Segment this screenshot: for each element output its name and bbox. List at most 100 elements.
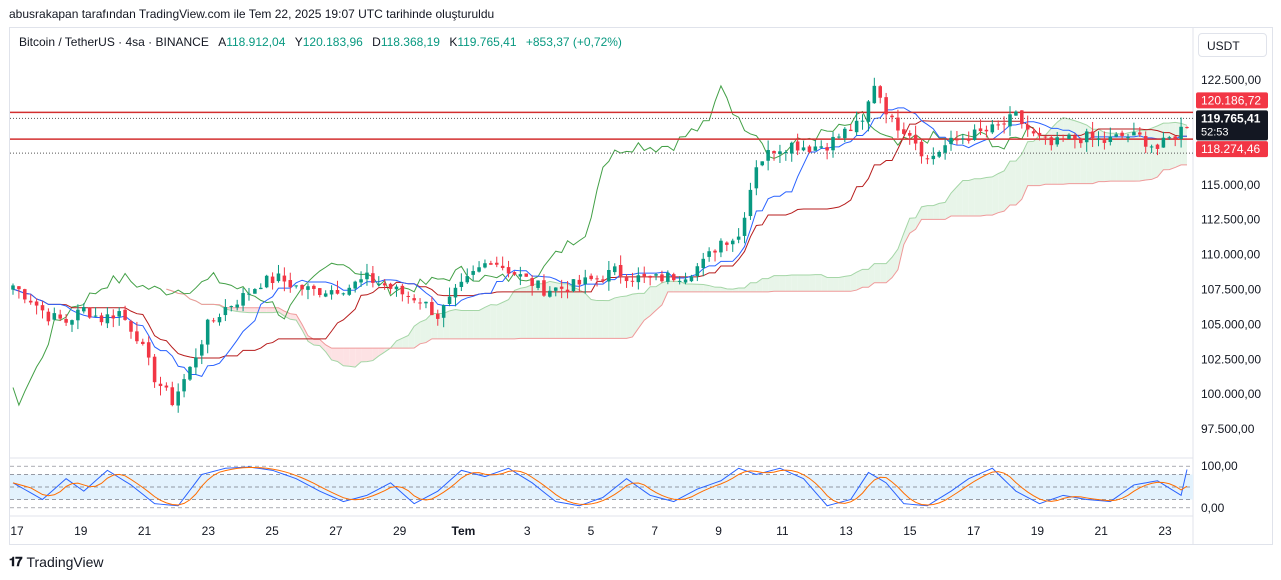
ichimoku-cloud-segment	[661, 281, 668, 305]
ichimoku-cloud-segment	[679, 281, 686, 292]
ichimoku-cloud-segment	[431, 313, 438, 339]
ichimoku-cloud-segment	[1039, 135, 1046, 186]
ichimoku-cloud-segment	[821, 274, 828, 292]
candle-body	[241, 293, 245, 306]
ichimoku-cloud-segment	[1004, 161, 1011, 212]
ichimoku-cloud-segment	[1104, 132, 1111, 182]
candle-body	[1126, 137, 1130, 139]
candle-body	[489, 263, 493, 265]
ichimoku-cloud-segment	[555, 282, 562, 339]
candle-body	[205, 319, 210, 345]
candle-body	[46, 311, 51, 322]
candle-body	[713, 250, 717, 253]
candle-body	[1120, 132, 1124, 136]
candle-body	[28, 300, 33, 303]
candle-body	[571, 279, 576, 292]
ichimoku-cloud-segment	[956, 180, 963, 217]
ichimoku-cloud-segment	[880, 263, 887, 283]
ichimoku-cloud-segment	[874, 263, 881, 283]
candle-body	[318, 288, 322, 295]
ichimoku-cloud-segment	[791, 274, 798, 292]
candle-body	[1025, 124, 1030, 130]
tradingview-logo[interactable]: 𝟏𝟕 TradingView	[9, 554, 104, 570]
candle-body	[565, 289, 570, 292]
time-tick-label: 27	[329, 524, 343, 538]
time-tick-label: Tem	[452, 524, 476, 538]
ichimoku-cloud-segment	[744, 282, 751, 292]
chikou-span	[12, 84, 1034, 407]
ichimoku-cloud-segment	[1110, 133, 1117, 182]
ichimoku-cloud-segment	[650, 286, 657, 316]
candle-body	[1073, 135, 1077, 140]
candle-body	[211, 320, 216, 322]
candle-body	[1161, 137, 1166, 148]
ichimoku-cloud-segment	[815, 274, 822, 292]
ichimoku-cloud-segment	[366, 348, 373, 362]
senkou-span-a	[166, 117, 1188, 368]
lower-level-label-bg	[1196, 141, 1268, 158]
candle-body	[612, 266, 617, 273]
candle-body	[589, 275, 593, 280]
ichimoku-cloud-segment	[909, 217, 916, 234]
candle-body	[1090, 131, 1095, 139]
candle-body	[105, 314, 110, 324]
candle-body	[683, 279, 688, 283]
ichimoku-cloud-segment	[526, 284, 533, 339]
ichimoku-cloud-segment	[903, 218, 910, 245]
time-tick-label: 23	[1158, 524, 1172, 538]
open-value: 118.912,04	[226, 35, 286, 49]
candle-body	[984, 129, 989, 132]
ichimoku-cloud-segment	[656, 282, 662, 311]
last-price-label-bg	[1196, 110, 1268, 141]
bar-countdown-label: 52:53	[1201, 126, 1229, 138]
ichimoku-cloud-segment	[620, 295, 627, 339]
symbol-name[interactable]: Bitcoin / TetherUS · 4sa · BINANCE	[19, 35, 209, 49]
candle-body	[1096, 138, 1101, 140]
candle-body	[907, 132, 912, 136]
ichimoku-cloud-segment	[933, 203, 940, 220]
candle-body	[825, 147, 829, 151]
ichimoku-cloud-segment	[691, 283, 698, 292]
stoch-k-line	[12, 466, 1188, 507]
ichimoku-cloud-segment	[243, 307, 249, 313]
ichimoku-cloud-segment	[414, 322, 421, 349]
candle-body	[937, 151, 941, 157]
candle-body	[176, 391, 180, 406]
candle-body	[259, 287, 263, 290]
ichimoku-cloud-segment	[278, 307, 285, 317]
candle-body	[961, 138, 965, 140]
currency-unit-button[interactable]: USDT	[1198, 33, 1267, 57]
price-tick-label: 122.500,00	[1201, 73, 1261, 87]
ichimoku-cloud-segment	[785, 274, 792, 292]
ichimoku-cloud-segment	[762, 278, 769, 292]
candle-body	[264, 275, 269, 288]
candle-body	[654, 274, 658, 276]
candle-body	[618, 264, 623, 277]
candle-body	[884, 97, 888, 115]
candle-body	[200, 344, 204, 356]
price-tick-label: 112.500,00	[1201, 213, 1260, 227]
ichimoku-cloud-segment	[1092, 129, 1099, 184]
candle-body	[1138, 132, 1142, 135]
ichimoku-cloud-segment	[585, 293, 592, 339]
candle-body	[860, 120, 865, 122]
ichimoku-cloud-segment	[508, 290, 515, 339]
candle-body	[1149, 146, 1154, 148]
candle-body	[400, 285, 405, 295]
candle-body	[955, 139, 959, 141]
candle-body	[801, 147, 806, 151]
candle-body	[294, 285, 298, 287]
candle-body	[1067, 134, 1071, 139]
ichimoku-cloud-segment	[461, 310, 468, 339]
ichimoku-cloud-segment	[502, 299, 509, 339]
ichimoku-cloud-segment	[974, 178, 981, 217]
high-label: Y	[294, 35, 303, 49]
candle-body	[630, 280, 635, 282]
candle-body	[164, 385, 169, 388]
candle-body	[453, 287, 458, 298]
ichimoku-cloud-segment	[266, 307, 273, 313]
candle-body	[87, 307, 92, 318]
candle-body	[1031, 131, 1036, 134]
ichimoku-cloud-segment	[473, 310, 480, 339]
